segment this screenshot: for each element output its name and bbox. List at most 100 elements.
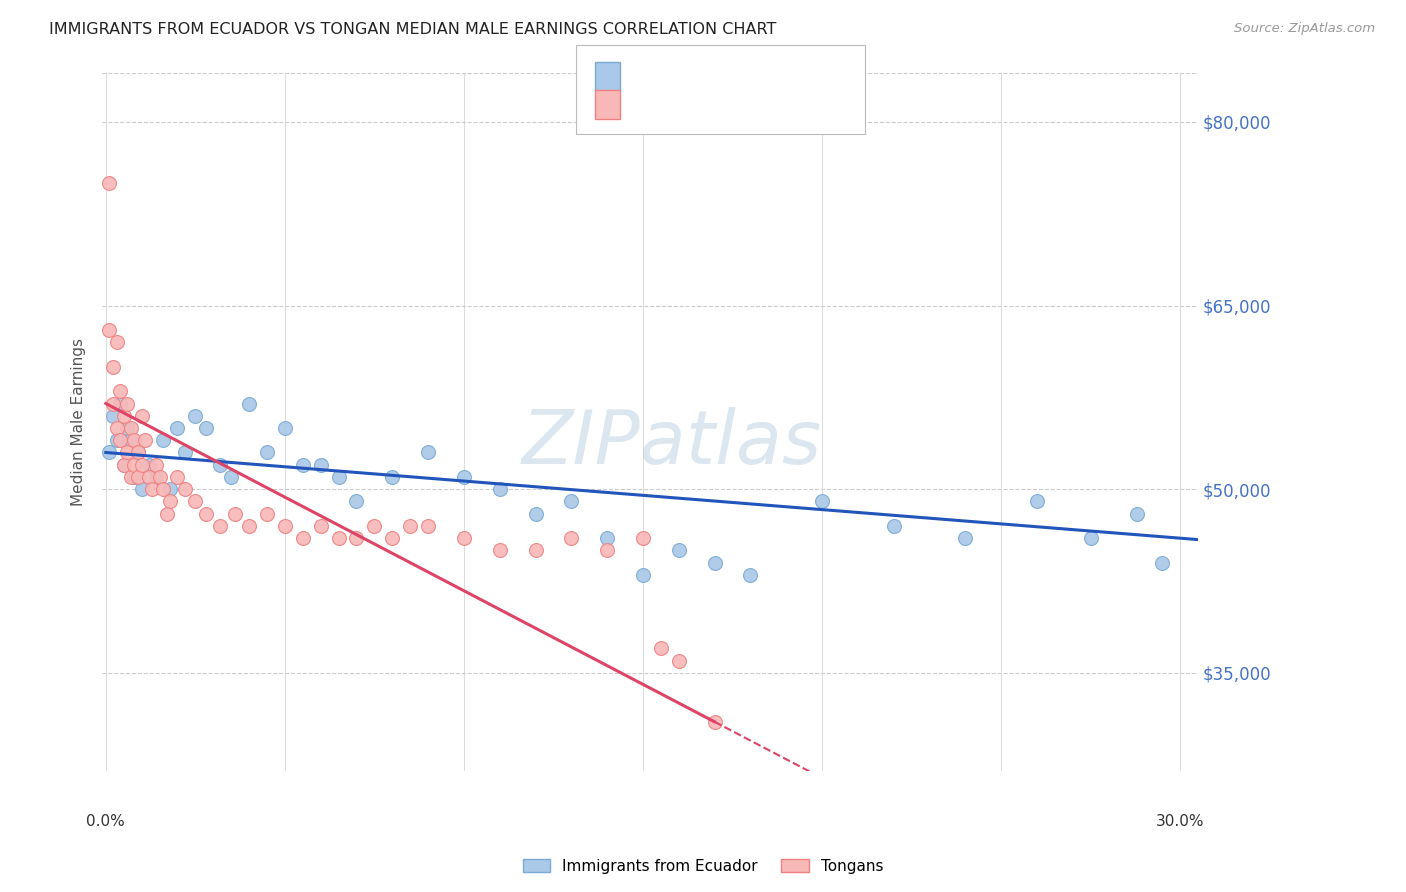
Point bbox=[238, 519, 260, 533]
Point bbox=[117, 396, 139, 410]
Point bbox=[184, 494, 207, 508]
Point bbox=[560, 531, 582, 545]
Point bbox=[209, 519, 232, 533]
Point bbox=[120, 470, 142, 484]
Point bbox=[148, 470, 170, 484]
Point bbox=[127, 470, 149, 484]
Point bbox=[173, 445, 195, 459]
Point bbox=[141, 482, 163, 496]
Point bbox=[152, 434, 174, 448]
Point bbox=[108, 434, 131, 448]
Point bbox=[98, 323, 121, 337]
Point bbox=[328, 470, 350, 484]
Point bbox=[274, 421, 297, 435]
Point bbox=[1080, 531, 1102, 545]
Text: R =: R = bbox=[628, 70, 662, 84]
Point bbox=[138, 458, 160, 472]
Point bbox=[346, 531, 368, 545]
Point bbox=[256, 507, 278, 521]
Text: R =: R = bbox=[628, 97, 662, 112]
Point bbox=[291, 458, 314, 472]
Point bbox=[120, 421, 142, 435]
Text: -0.510: -0.510 bbox=[661, 97, 716, 112]
Y-axis label: Median Male Earnings: Median Male Earnings bbox=[72, 338, 86, 506]
Point bbox=[159, 482, 181, 496]
Point bbox=[224, 507, 246, 521]
Point bbox=[1126, 507, 1149, 521]
Point bbox=[145, 458, 167, 472]
Point bbox=[108, 384, 131, 399]
Point bbox=[955, 531, 977, 545]
Point bbox=[453, 470, 475, 484]
Point bbox=[524, 543, 547, 558]
Point bbox=[219, 470, 242, 484]
Point bbox=[166, 421, 188, 435]
Point bbox=[453, 531, 475, 545]
Point bbox=[811, 494, 834, 508]
Point bbox=[668, 543, 690, 558]
Point bbox=[166, 470, 188, 484]
Point bbox=[381, 531, 404, 545]
Point bbox=[117, 445, 139, 459]
Point bbox=[112, 409, 135, 423]
Point bbox=[209, 458, 232, 472]
Point bbox=[127, 445, 149, 459]
Point bbox=[131, 409, 153, 423]
Point bbox=[127, 445, 149, 459]
Point bbox=[112, 458, 135, 472]
Point bbox=[488, 482, 510, 496]
Text: N =: N = bbox=[731, 97, 765, 112]
Point bbox=[238, 396, 260, 410]
Point bbox=[274, 519, 297, 533]
Point bbox=[131, 458, 153, 472]
Point bbox=[105, 434, 128, 448]
Point bbox=[145, 470, 167, 484]
Point bbox=[416, 519, 439, 533]
Point bbox=[631, 568, 654, 582]
Point bbox=[101, 409, 124, 423]
Point bbox=[101, 359, 124, 374]
Point bbox=[668, 654, 690, 668]
Point bbox=[488, 543, 510, 558]
Text: N =: N = bbox=[731, 70, 765, 84]
Point bbox=[131, 482, 153, 496]
Point bbox=[399, 519, 422, 533]
Point bbox=[596, 531, 619, 545]
Point bbox=[117, 421, 139, 435]
Point bbox=[173, 482, 195, 496]
Point bbox=[105, 421, 128, 435]
Point bbox=[124, 458, 146, 472]
Point bbox=[703, 556, 725, 570]
Point bbox=[108, 396, 131, 410]
Point bbox=[124, 434, 146, 448]
Text: 45: 45 bbox=[763, 70, 785, 84]
Point bbox=[256, 445, 278, 459]
Point bbox=[98, 445, 121, 459]
Point bbox=[703, 714, 725, 729]
Point bbox=[184, 409, 207, 423]
Point bbox=[309, 458, 332, 472]
Point bbox=[1025, 494, 1047, 508]
Point bbox=[152, 482, 174, 496]
Point bbox=[328, 531, 350, 545]
Point bbox=[363, 519, 385, 533]
Legend: Immigrants from Ecuador, Tongans: Immigrants from Ecuador, Tongans bbox=[516, 853, 890, 880]
Text: ZIPatlas: ZIPatlas bbox=[522, 407, 823, 479]
Point bbox=[740, 568, 762, 582]
Point bbox=[1152, 556, 1174, 570]
Point bbox=[346, 494, 368, 508]
Point bbox=[159, 494, 181, 508]
Text: IMMIGRANTS FROM ECUADOR VS TONGAN MEDIAN MALE EARNINGS CORRELATION CHART: IMMIGRANTS FROM ECUADOR VS TONGAN MEDIAN… bbox=[49, 22, 776, 37]
Point bbox=[309, 519, 332, 533]
Point bbox=[98, 176, 121, 190]
Point bbox=[120, 434, 142, 448]
Point bbox=[105, 335, 128, 350]
Point bbox=[560, 494, 582, 508]
Point bbox=[596, 543, 619, 558]
Point bbox=[134, 434, 156, 448]
Point bbox=[524, 507, 547, 521]
Point bbox=[416, 445, 439, 459]
Text: 0.0%: 0.0% bbox=[86, 814, 125, 829]
Point bbox=[291, 531, 314, 545]
Point bbox=[156, 507, 179, 521]
